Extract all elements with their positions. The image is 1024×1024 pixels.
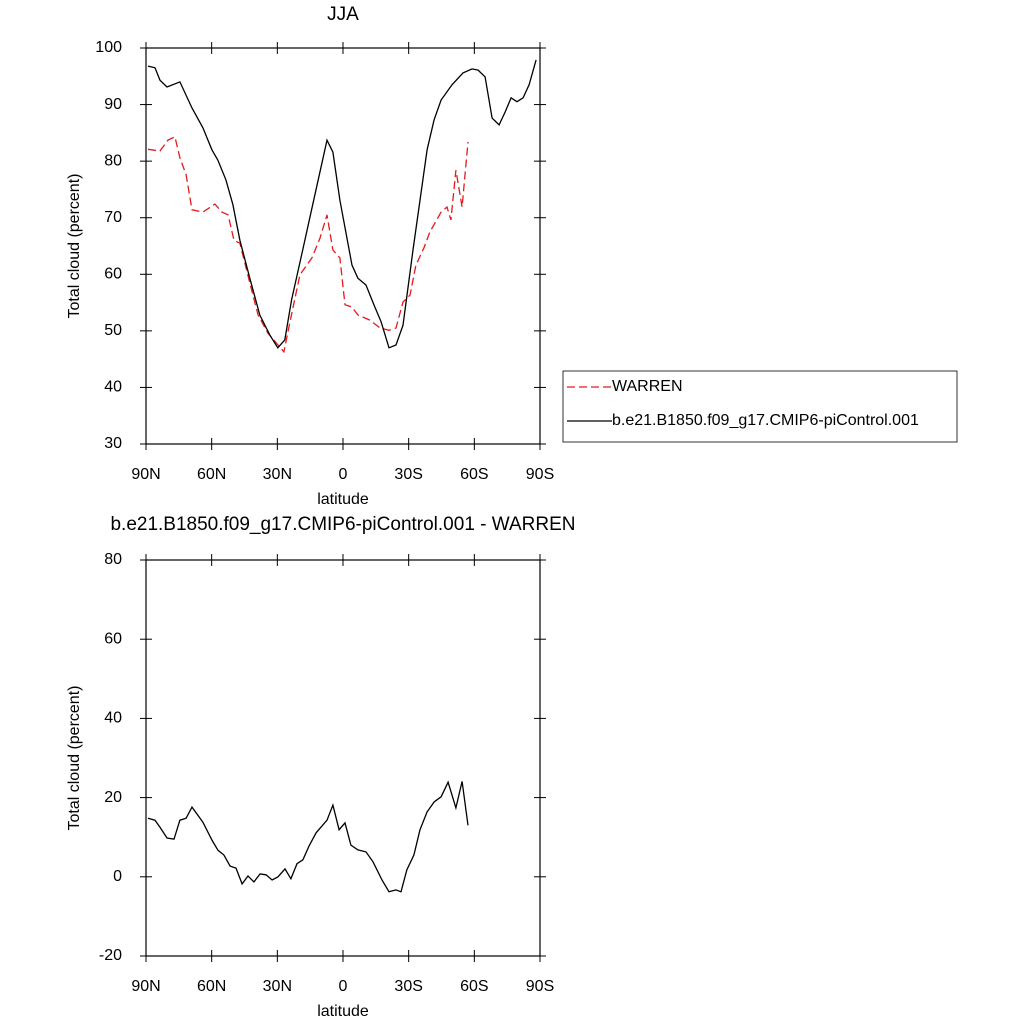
- x-tick-label: 90S: [526, 466, 554, 483]
- y-tick-label: 80: [104, 152, 122, 169]
- legend-label: b.e21.B1850.f09_g17.CMIP6-piControl.001: [612, 412, 919, 429]
- x-tick-label: 30S: [394, 466, 422, 483]
- x-tick-label: 30N: [263, 466, 292, 483]
- y-tick-label: 100: [95, 39, 122, 56]
- chart-title: b.e21.B1850.f09_g17.CMIP6-piControl.001 …: [110, 514, 575, 535]
- legend-label: WARREN: [612, 378, 683, 395]
- x-tick-label: 90N: [131, 466, 160, 483]
- series-line: [147, 135, 469, 354]
- y-tick-label: -20: [99, 947, 122, 964]
- y-tick-label: 60: [104, 266, 122, 283]
- y-axis-label: Total cloud (percent): [66, 174, 83, 319]
- y-tick-label: 40: [104, 379, 122, 396]
- x-tick-label: 60N: [197, 466, 226, 483]
- x-axis-label: latitude: [317, 1003, 369, 1020]
- y-tick-label: 80: [104, 551, 122, 568]
- x-tick-label: 60S: [460, 978, 488, 995]
- y-tick-label: 70: [104, 209, 122, 226]
- x-tick-label: 0: [339, 466, 348, 483]
- x-tick-label: 30S: [394, 978, 422, 995]
- plot-frame: [145, 47, 541, 445]
- series-line: [147, 780, 469, 893]
- x-tick-label: 0: [339, 978, 348, 995]
- y-axis-label: Total cloud (percent): [66, 686, 83, 831]
- x-tick-label: 90S: [526, 978, 554, 995]
- y-tick-label: 60: [104, 630, 122, 647]
- x-tick-label: 60N: [197, 978, 226, 995]
- y-tick-label: 40: [104, 710, 122, 727]
- y-tick-label: 30: [104, 435, 122, 452]
- x-tick-label: 90N: [131, 978, 160, 995]
- legend-box: [562, 370, 958, 443]
- y-tick-label: 90: [104, 96, 122, 113]
- y-tick-label: 20: [104, 789, 122, 806]
- y-tick-label: 50: [104, 322, 122, 339]
- x-tick-label: 60S: [460, 466, 488, 483]
- y-tick-label: 0: [113, 868, 122, 885]
- series-line: [147, 59, 537, 349]
- chart-panel: JJA latitude Total cloud (percent) 30 40 50 60…: [66, 4, 958, 508]
- plot-frame: [145, 559, 541, 957]
- chart-panel: b.e21.B1850.f09_g17.CMIP6-piControl.001 …: [66, 514, 575, 1020]
- x-tick-label: 30N: [263, 978, 292, 995]
- chart-title: JJA: [327, 4, 359, 25]
- legend: WARREN b.e21.B1850.f09_g17.CMIP6-piContro…: [562, 370, 958, 443]
- x-axis-label: latitude: [317, 491, 369, 508]
